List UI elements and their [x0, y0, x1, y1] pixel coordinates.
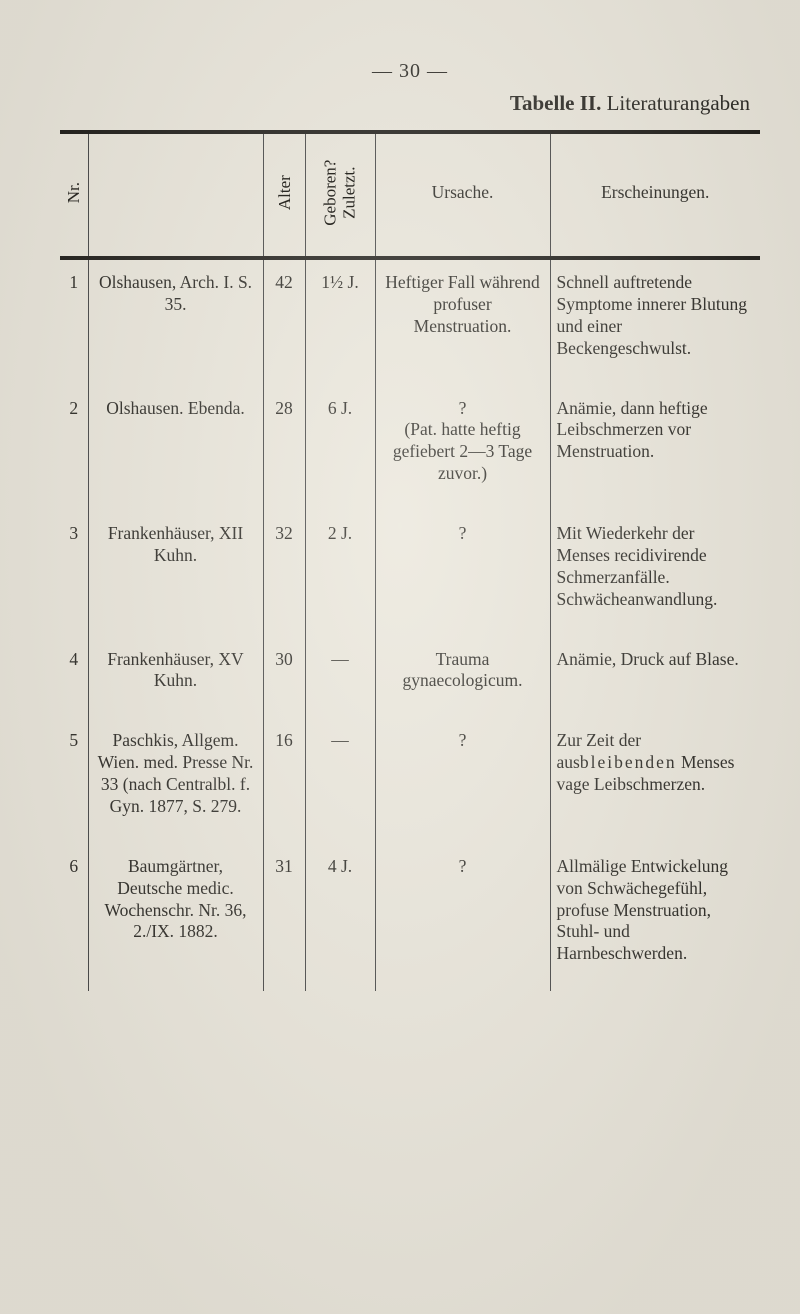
literature-table: Nr. Alter Geboren? Zuletzt. Ursache. Ers…: [60, 130, 760, 991]
cell-source: Olshausen. Ebenda.: [88, 386, 263, 512]
table-row: 5Paschkis, Allgem. Wien. med. Presse Nr.…: [60, 718, 760, 844]
cell-source: Frankenhäuser, XII Kuhn.: [88, 511, 263, 637]
cell-alter: 32: [263, 511, 305, 637]
cell-ursache: Heftiger Fall während profuser Menstruat…: [375, 258, 550, 386]
col-header-geboren: Geboren? Zuletzt.: [305, 134, 375, 256]
cell-geboren: 1½ J.: [305, 258, 375, 386]
table-row: 2Olshausen. Ebenda.286 J.?(Pat. hatte he…: [60, 386, 760, 512]
cell-nr: 2: [60, 386, 88, 512]
table-caption: Tabelle II. Literaturangaben: [60, 91, 750, 116]
header-geboren-label: Geboren? Zuletzt.: [321, 160, 358, 226]
header-geboren-l2: Zuletzt.: [339, 167, 358, 219]
cell-source: Olshausen, Arch. I. S. 35.: [88, 258, 263, 386]
col-header-alter: Alter: [263, 134, 305, 256]
col-header-nr: Nr.: [60, 134, 88, 256]
header-erscheinungen-label: Erscheinungen.: [601, 182, 709, 202]
cell-erscheinungen: Schnell auftretende Symptome innerer Blu…: [550, 258, 760, 386]
header-nr-label: Nr.: [63, 182, 84, 203]
caption-rest: Literaturangaben: [601, 91, 750, 115]
col-header-erscheinungen: Erscheinungen.: [550, 134, 760, 256]
cell-nr: 4: [60, 637, 88, 719]
cell-ursache: ?: [375, 511, 550, 637]
cell-erscheinungen: Zur Zeit der ausbleibenden Menses vage L…: [550, 718, 760, 844]
cell-alter: 28: [263, 386, 305, 512]
cell-source: Paschkis, Allgem. Wien. med. Presse Nr. …: [88, 718, 263, 844]
page-number: — 30 —: [60, 60, 760, 83]
cell-geboren: —: [305, 637, 375, 719]
cell-geboren: —: [305, 718, 375, 844]
cell-nr: 3: [60, 511, 88, 637]
header-geboren-l1: Geboren?: [320, 160, 339, 226]
col-header-source: [88, 134, 263, 256]
cell-geboren: 4 J.: [305, 844, 375, 991]
scanned-page: — 30 — Tabelle II. Literaturangaben Nr. …: [0, 0, 800, 1314]
cell-erscheinungen: Anämie, dann heftige Leibschmerzen vor M…: [550, 386, 760, 512]
cell-alter: 30: [263, 637, 305, 719]
table-body: 1Olshausen, Arch. I. S. 35.421½ J.Heftig…: [60, 258, 760, 991]
cell-ursache: ?: [375, 718, 550, 844]
cell-alter: 42: [263, 258, 305, 386]
header-ursache-label: Ursache.: [432, 182, 494, 202]
cell-nr: 1: [60, 258, 88, 386]
col-header-ursache: Ursache.: [375, 134, 550, 256]
cell-geboren: 2 J.: [305, 511, 375, 637]
cell-alter: 31: [263, 844, 305, 991]
cell-source: Baumgärtner, Deutsche medic. Wochenschr.…: [88, 844, 263, 991]
cell-ursache: ?: [375, 844, 550, 991]
cell-nr: 5: [60, 718, 88, 844]
table-row: 4Frankenhäuser, XV Kuhn.30—Trauma gynaec…: [60, 637, 760, 719]
cell-ursache: Trauma gynaecologicum.: [375, 637, 550, 719]
cell-erscheinungen: Mit Wiederkehr der Menses recidivirende …: [550, 511, 760, 637]
caption-prefix: Tabelle II.: [510, 91, 601, 115]
cell-ursache: ?(Pat. hatte heftig gefiebert 2—3 Tage z…: [375, 386, 550, 512]
cell-erscheinungen: Anämie, Druck auf Blase.: [550, 637, 760, 719]
cell-alter: 16: [263, 718, 305, 844]
cell-nr: 6: [60, 844, 88, 991]
cell-source: Frankenhäuser, XV Kuhn.: [88, 637, 263, 719]
header-alter-label: Alter: [273, 176, 294, 211]
cell-erscheinungen: Allmälige Entwickelung von Schwächegefüh…: [550, 844, 760, 991]
table-row: 3Frankenhäuser, XII Kuhn.322 J.?Mit Wied…: [60, 511, 760, 637]
table-row: 6Baumgärtner, Deutsche medic. Wochenschr…: [60, 844, 760, 991]
cell-geboren: 6 J.: [305, 386, 375, 512]
table-row: 1Olshausen, Arch. I. S. 35.421½ J.Heftig…: [60, 258, 760, 386]
